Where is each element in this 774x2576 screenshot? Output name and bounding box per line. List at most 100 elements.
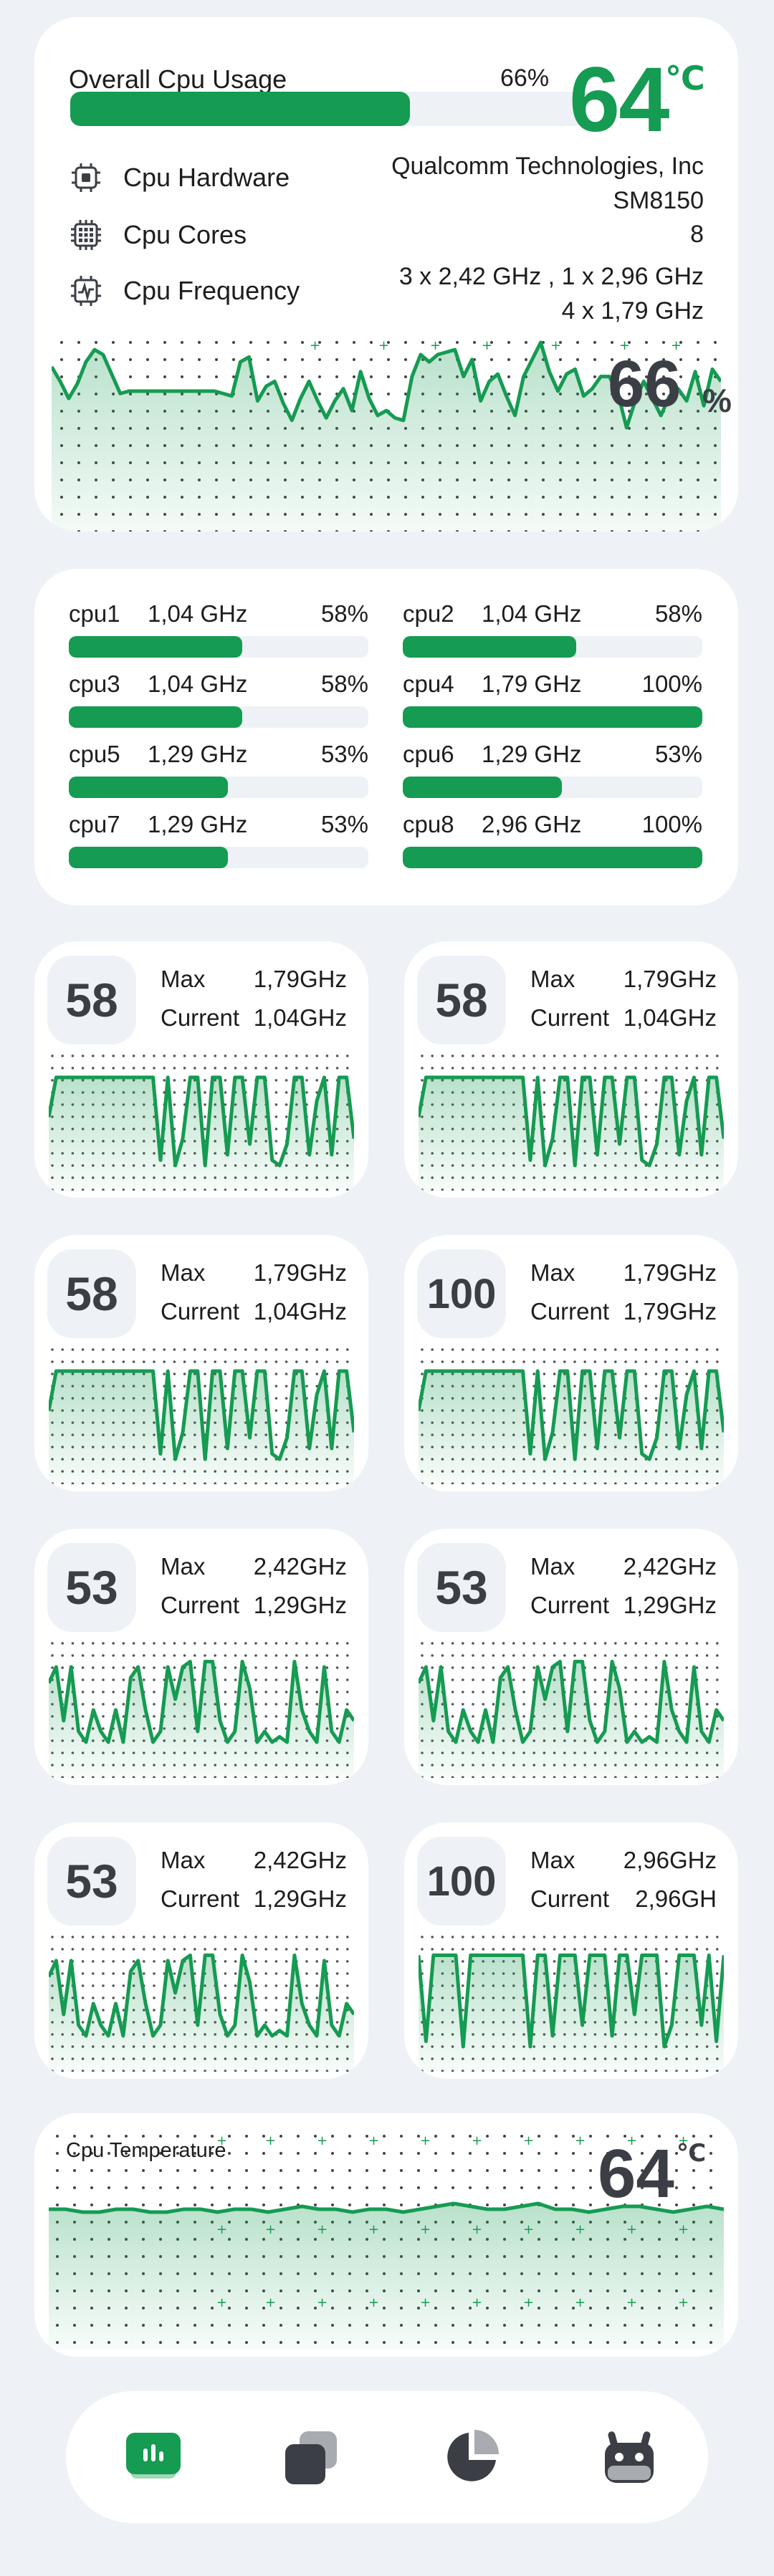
core-load-line: [49, 1369, 354, 1461]
cpu-temperature-card: ++++++++++++++++++++++++++++++ Cpu Tempe…: [34, 2113, 738, 2357]
core-load-badge: 58: [47, 1249, 136, 1338]
core-usage-cpu7: cpu7 1,29 GHz 53%: [69, 811, 368, 868]
core-name: cpu4: [403, 671, 454, 697]
core-load-area: [419, 1661, 724, 1778]
core-detail-card-1: 58 Max 1,79GHz Current 1,04GHz: [34, 941, 368, 1198]
core-current-label: Current: [161, 1298, 240, 1325]
core-percent: 58%: [320, 671, 368, 697]
core-load-badge: 58: [417, 956, 506, 1044]
core-detail-card-6: 53 Max 2,42GHz Current 1,29GHz: [404, 1529, 738, 1785]
core-load-chart: [49, 1936, 354, 2072]
core-load-badge: 100: [417, 1249, 506, 1338]
core-name: cpu7: [69, 811, 120, 837]
core-name: cpu2: [403, 600, 454, 627]
core-percent: 100%: [641, 671, 702, 697]
nav-apps-button[interactable]: [274, 2420, 348, 2494]
cpu-cores-row: Cpu Cores: [69, 218, 247, 252]
core-usage-bar-fill: [69, 706, 243, 728]
chip-icon: [72, 163, 100, 192]
core-percent: 100%: [641, 811, 702, 837]
core-max-label: Max: [161, 966, 206, 992]
core-current-value: 1,04GHz: [253, 1004, 347, 1031]
core-current-label: Current: [530, 1004, 610, 1031]
cpu-hardware-value: Qualcomm Technologies, Inc SM8150: [391, 149, 704, 218]
grid-plus-marker: +: [482, 338, 492, 353]
core-load-chart: [49, 1348, 354, 1484]
core-usage-bar: [403, 777, 702, 798]
core-load-chart: [419, 1936, 724, 2072]
core-name: cpu1: [69, 600, 120, 627]
core-load-chart: [49, 1054, 354, 1191]
core-max-label: Max: [530, 1259, 575, 1286]
core-usage-bar-fill: [403, 636, 577, 658]
grid-plus-marker: +: [368, 2133, 379, 2148]
core-load-line: [419, 1660, 724, 1744]
core-max-value: 2,42GHz: [623, 1553, 717, 1580]
cpu-usage-chart-percent: 66: [608, 347, 682, 420]
cpu-temperature-label: Cpu Temperature: [66, 2139, 226, 2162]
cpu-temperature-area: [49, 2203, 724, 2350]
core-usage-cpu2: cpu2 1,04 GHz 58%: [403, 600, 702, 658]
core-usage-bar-fill: [403, 777, 562, 798]
nav-android-button[interactable]: [592, 2420, 666, 2494]
core-load-line: [49, 1075, 354, 1168]
core-max-label: Max: [530, 1553, 575, 1580]
cpu-frequency-value: 3 x 2,42 GHz , 1 x 2,96 GHz 4 x 1,79 GHz: [399, 259, 704, 328]
core-load-chart: [419, 1642, 724, 1778]
core-name: cpu5: [69, 741, 120, 767]
core-load-badge: 53: [47, 1543, 136, 1632]
core-usage-bar: [69, 706, 368, 728]
core-current-value: 1,29GHz: [623, 1592, 717, 1618]
core-load-badge: 53: [417, 1543, 506, 1632]
core-frequency: 1,79 GHz: [482, 671, 582, 697]
grid-plus-marker: +: [310, 338, 320, 353]
core-frequency: 2,96 GHz: [482, 811, 582, 837]
core-max-value: 2,42GHz: [253, 1553, 347, 1580]
grid-plus-marker: +: [472, 2133, 482, 2148]
core-usage-cpu5: cpu5 1,29 GHz 53%: [69, 741, 368, 798]
core-current-value: 1,04GHz: [623, 1004, 717, 1031]
grid-plus-marker: +: [378, 338, 389, 353]
core-max-label: Max: [161, 1553, 206, 1580]
core-load-line: [419, 1953, 724, 2049]
cpu-temperature-line: [49, 2201, 724, 2214]
core-detail-card-7: 53 Max 2,42GHz Current 1,29GHz: [34, 1822, 368, 2079]
core-load-line: [419, 1075, 724, 1168]
core-frequency: 1,04 GHz: [148, 600, 248, 627]
cpu-temperature-chart-unit: ℃: [677, 2140, 707, 2167]
core-detail-card-2: 58 Max 1,79GHz Current 1,04GHz: [404, 941, 738, 1198]
core-usage-cpu6: cpu6 1,29 GHz 53%: [403, 741, 702, 798]
cpu-usage-chart-percent-unit: %: [702, 382, 732, 419]
dashboard-icon: [126, 2433, 181, 2479]
android-icon: [605, 2431, 654, 2483]
core-load-chart: [49, 1642, 354, 1778]
cpu-hardware-label: Cpu Hardware: [123, 163, 290, 192]
core-frequency: 1,04 GHz: [148, 671, 248, 697]
core-current-value: 1,29GHz: [253, 1592, 347, 1618]
core-load-chart: [419, 1054, 724, 1191]
core-max-value: 2,96GHz: [623, 1847, 717, 1873]
core-usage-cpu3: cpu3 1,04 GHz 58%: [69, 671, 368, 728]
cpu-hardware-model: SM8150: [613, 187, 704, 214]
core-usage-cpu1: cpu1 1,04 GHz 58%: [69, 600, 368, 658]
core-current-label: Current: [530, 1298, 610, 1325]
nav-storage-button[interactable]: [434, 2420, 509, 2494]
grid-plus-marker: +: [420, 2133, 431, 2148]
cpu-cores-card: cpu1 1,04 GHz 58% cpu2 1,04 GHz 58% cpu3 1,04 G…: [34, 569, 738, 905]
core-percent: 53%: [654, 741, 702, 767]
core-name: cpu8: [403, 811, 454, 837]
core-load-badge: 53: [47, 1837, 136, 1926]
cpu-temperature-chart: ++++++++++++++++++++++++++++++: [49, 2133, 724, 2350]
core-load-area: [419, 1955, 724, 2072]
core-detail-card-3: 58 Max 1,79GHz Current 1,04GHz: [34, 1235, 368, 1491]
core-current-label: Current: [161, 1004, 240, 1031]
core-max-value: 1,79GHz: [253, 1259, 347, 1286]
core-percent: 53%: [320, 741, 368, 767]
core-usage-bar-fill: [69, 847, 228, 868]
grid-plus-marker: +: [678, 2133, 689, 2148]
nav-dashboard-button[interactable]: [116, 2420, 191, 2494]
core-current-label: Current: [530, 1592, 610, 1618]
overall-usage-bar-fill: [70, 92, 410, 126]
grid-plus-marker: +: [265, 2133, 276, 2148]
core-frequency: 1,29 GHz: [482, 741, 582, 767]
